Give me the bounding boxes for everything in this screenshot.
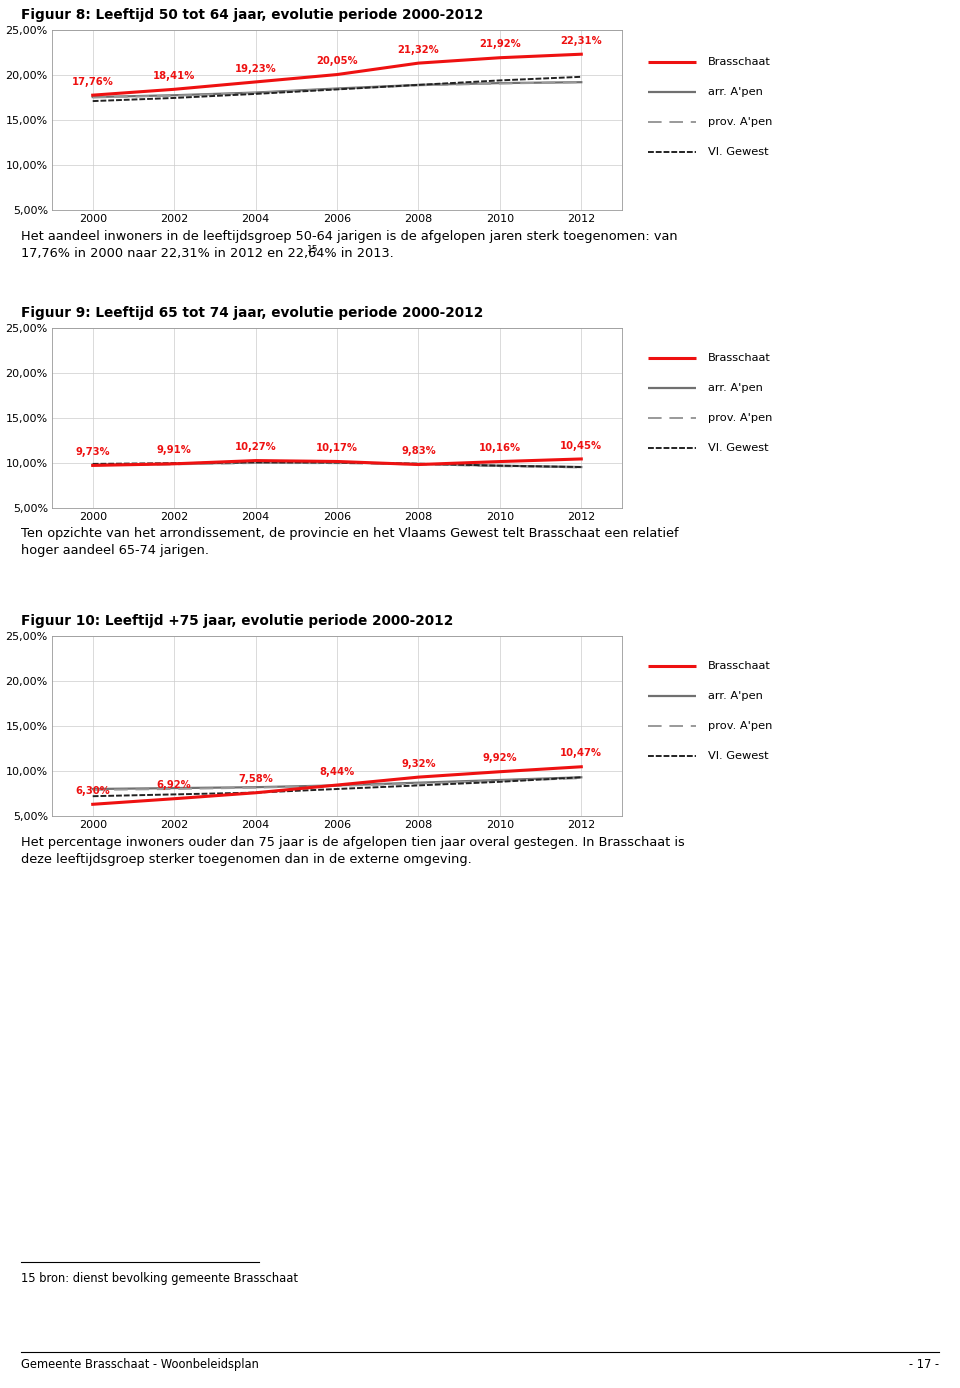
Text: Het percentage inwoners ouder dan 75 jaar is de afgelopen tien jaar overal geste: Het percentage inwoners ouder dan 75 jaa… (21, 836, 684, 849)
Text: 22,31%: 22,31% (561, 36, 602, 46)
Text: Het aandeel inwoners in de leeftijdsgroep 50-64 jarigen is de afgelopen jaren st: Het aandeel inwoners in de leeftijdsgroe… (21, 230, 678, 243)
Text: deze leeftijdsgroep sterker toegenomen dan in de externe omgeving.: deze leeftijdsgroep sterker toegenomen d… (21, 854, 472, 866)
Text: Brasschaat: Brasschaat (708, 57, 770, 67)
Text: Vl. Gewest: Vl. Gewest (708, 147, 768, 157)
Text: prov. A'pen: prov. A'pen (708, 117, 772, 126)
Text: Vl. Gewest: Vl. Gewest (708, 751, 768, 761)
Text: Brasschaat: Brasschaat (708, 661, 770, 670)
Text: 19,23%: 19,23% (234, 64, 276, 74)
Text: 6,92%: 6,92% (156, 780, 191, 790)
Text: Figuur 8: Leeftijd 50 tot 64 jaar, evolutie periode 2000-2012: Figuur 8: Leeftijd 50 tot 64 jaar, evolu… (21, 8, 484, 22)
Text: 21,32%: 21,32% (397, 44, 440, 54)
Text: 10,16%: 10,16% (479, 443, 521, 454)
Text: 7,58%: 7,58% (238, 775, 273, 784)
Text: 10,45%: 10,45% (561, 440, 602, 451)
Text: 17,76% in 2000 naar 22,31% in 2012 en 22,64% in 2013.: 17,76% in 2000 naar 22,31% in 2012 en 22… (21, 247, 394, 260)
Text: 15: 15 (307, 246, 319, 254)
Text: 15 bron: dienst bevolking gemeente Brasschaat: 15 bron: dienst bevolking gemeente Brass… (21, 1271, 299, 1285)
Text: 9,32%: 9,32% (401, 759, 436, 769)
Text: 17,76%: 17,76% (72, 76, 113, 87)
Text: Figuur 10: Leeftijd +75 jaar, evolutie periode 2000-2012: Figuur 10: Leeftijd +75 jaar, evolutie p… (21, 613, 453, 627)
Text: 9,83%: 9,83% (401, 446, 436, 457)
Text: Gemeente Brasschaat - Woonbeleidsplan: Gemeente Brasschaat - Woonbeleidsplan (21, 1357, 259, 1371)
Text: Figuur 9: Leeftijd 65 tot 74 jaar, evolutie periode 2000-2012: Figuur 9: Leeftijd 65 tot 74 jaar, evolu… (21, 305, 484, 321)
Text: 10,47%: 10,47% (561, 748, 602, 758)
Text: Brasschaat: Brasschaat (708, 353, 770, 364)
Text: 9,92%: 9,92% (483, 754, 517, 763)
Text: arr. A'pen: arr. A'pen (708, 87, 762, 97)
Text: 8,44%: 8,44% (320, 766, 354, 777)
Text: 10,27%: 10,27% (234, 443, 276, 452)
Text: 6,30%: 6,30% (75, 786, 110, 795)
Text: 10,17%: 10,17% (316, 443, 358, 452)
Text: arr. A'pen: arr. A'pen (708, 383, 762, 393)
Text: - 17 -: - 17 - (909, 1357, 939, 1371)
Text: arr. A'pen: arr. A'pen (708, 691, 762, 701)
Text: prov. A'pen: prov. A'pen (708, 414, 772, 423)
Text: 21,92%: 21,92% (479, 39, 520, 50)
Text: 9,91%: 9,91% (156, 446, 192, 455)
Text: prov. A'pen: prov. A'pen (708, 720, 772, 731)
Text: Vl. Gewest: Vl. Gewest (708, 443, 768, 452)
Text: 20,05%: 20,05% (316, 57, 358, 67)
Text: Ten opzichte van het arrondissement, de provincie en het Vlaams Gewest telt Bras: Ten opzichte van het arrondissement, de … (21, 527, 679, 557)
Text: 9,73%: 9,73% (76, 447, 110, 457)
Text: 18,41%: 18,41% (153, 71, 195, 81)
